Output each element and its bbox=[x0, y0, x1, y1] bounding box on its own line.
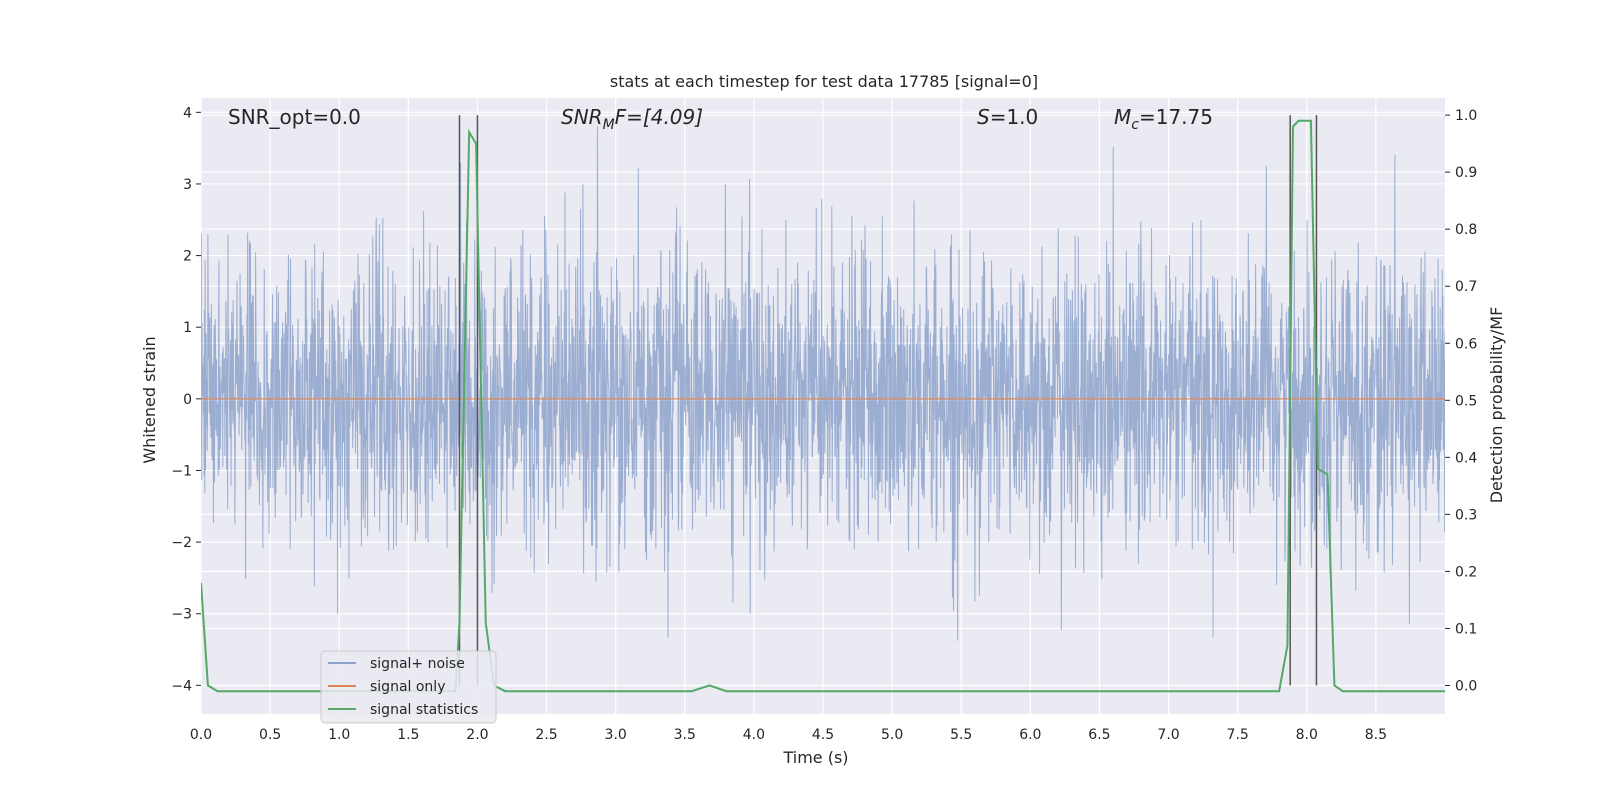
x-tick-label: 2.5 bbox=[535, 727, 557, 743]
annotation-mc-base: M bbox=[1114, 105, 1131, 129]
annotation-s: S=1.0 bbox=[977, 105, 1038, 129]
y-tick-label: −3 bbox=[171, 607, 192, 623]
x-tick-label: 0.5 bbox=[259, 727, 281, 743]
x-axis: 0.0 0.5 1.0 1.5 2.0 2.5 3.0 3.5 4.0 4.5 5.0 5.5 6.0 6… bbox=[190, 727, 1387, 743]
x-tick-label: 5.0 bbox=[881, 727, 903, 743]
y2-tick-label: 0.5 bbox=[1455, 393, 1477, 409]
y2-tick-label: 0.1 bbox=[1455, 621, 1477, 637]
annotation-s-italic: S bbox=[977, 105, 990, 129]
y2-axis-label: Detection probability/MF bbox=[1487, 307, 1506, 504]
annotation-snr-mf-sub: M bbox=[603, 117, 615, 133]
x-tick-label: 1.0 bbox=[328, 727, 350, 743]
annotation-snr-opt: SNR_opt=0.0 bbox=[228, 105, 361, 129]
y-tick-label: 0 bbox=[183, 392, 192, 408]
series-signal-noise bbox=[201, 126, 1445, 641]
x-tick-label: 8.0 bbox=[1296, 727, 1318, 743]
annotation-mc: Mc=17.75 bbox=[1114, 105, 1213, 133]
y-tick-label: −2 bbox=[171, 535, 192, 551]
x-tick-label: 1.5 bbox=[397, 727, 419, 743]
x-tick-label: 0.0 bbox=[190, 727, 212, 743]
y2-tick-label: 0.6 bbox=[1455, 336, 1477, 352]
x-tick-label: 6.0 bbox=[1019, 727, 1041, 743]
y2-axis: 0.0 0.1 0.2 0.3 0.4 0.5 0.6 0.7 0.8 0.9 1.0 bbox=[1445, 108, 1477, 694]
annotation-mc-rest: =17.75 bbox=[1139, 105, 1213, 129]
chart-title: stats at each timestep for test data 177… bbox=[610, 72, 1038, 91]
y2-tick-label: 0.2 bbox=[1455, 564, 1477, 580]
y2-tick-label: 0.3 bbox=[1455, 507, 1477, 523]
legend-label-stats: signal statistics bbox=[370, 702, 478, 718]
y-axis: −4 −3 −2 −1 0 1 2 3 4 bbox=[171, 105, 201, 694]
x-tick-label: 5.5 bbox=[950, 727, 972, 743]
series-layer bbox=[201, 115, 1445, 693]
y-tick-label: −1 bbox=[171, 463, 192, 479]
y2-tick-label: 0.0 bbox=[1455, 678, 1477, 694]
x-tick-label: 4.0 bbox=[743, 727, 765, 743]
x-tick-label: 3.5 bbox=[674, 727, 696, 743]
y2-tick-label: 0.7 bbox=[1455, 279, 1477, 295]
x-axis-label: Time (s) bbox=[782, 748, 848, 767]
y-axis-label: Whitened strain bbox=[140, 336, 159, 463]
x-tick-label: 7.0 bbox=[1157, 727, 1179, 743]
y-tick-label: 4 bbox=[183, 105, 192, 121]
y-tick-label: 3 bbox=[183, 177, 192, 193]
series-signal-statistics bbox=[201, 119, 1445, 693]
y2-tick-label: 0.9 bbox=[1455, 165, 1477, 181]
legend-label-signal: signal only bbox=[370, 679, 445, 695]
y-tick-label: 2 bbox=[183, 249, 192, 265]
x-tick-label: 8.5 bbox=[1365, 727, 1387, 743]
y-tick-label: −4 bbox=[171, 678, 192, 694]
y2-tick-label: 0.8 bbox=[1455, 222, 1477, 238]
x-tick-label: 3.0 bbox=[605, 727, 627, 743]
annotation-snr-mf-rest: F=[4.09] bbox=[615, 105, 703, 129]
annotation-mc-sub: c bbox=[1131, 117, 1139, 133]
x-tick-label: 7.5 bbox=[1227, 727, 1249, 743]
x-tick-label: 2.0 bbox=[466, 727, 488, 743]
y2-tick-label: 1.0 bbox=[1455, 108, 1477, 124]
y-tick-label: 1 bbox=[183, 320, 192, 336]
x-tick-label: 4.5 bbox=[812, 727, 834, 743]
annotation-snr-mf-base: SNR bbox=[561, 105, 603, 129]
annotation-snr-mf: SNRMF=[4.09] bbox=[561, 105, 703, 133]
x-tick-label: 6.5 bbox=[1088, 727, 1110, 743]
legend-label-noise: signal+ noise bbox=[370, 656, 465, 672]
legend-frame bbox=[320, 650, 497, 724]
y2-tick-label: 0.4 bbox=[1455, 450, 1477, 466]
annotation-s-rest: =1.0 bbox=[990, 105, 1039, 129]
legend: signal+ noise signal only signal statist… bbox=[320, 650, 497, 724]
